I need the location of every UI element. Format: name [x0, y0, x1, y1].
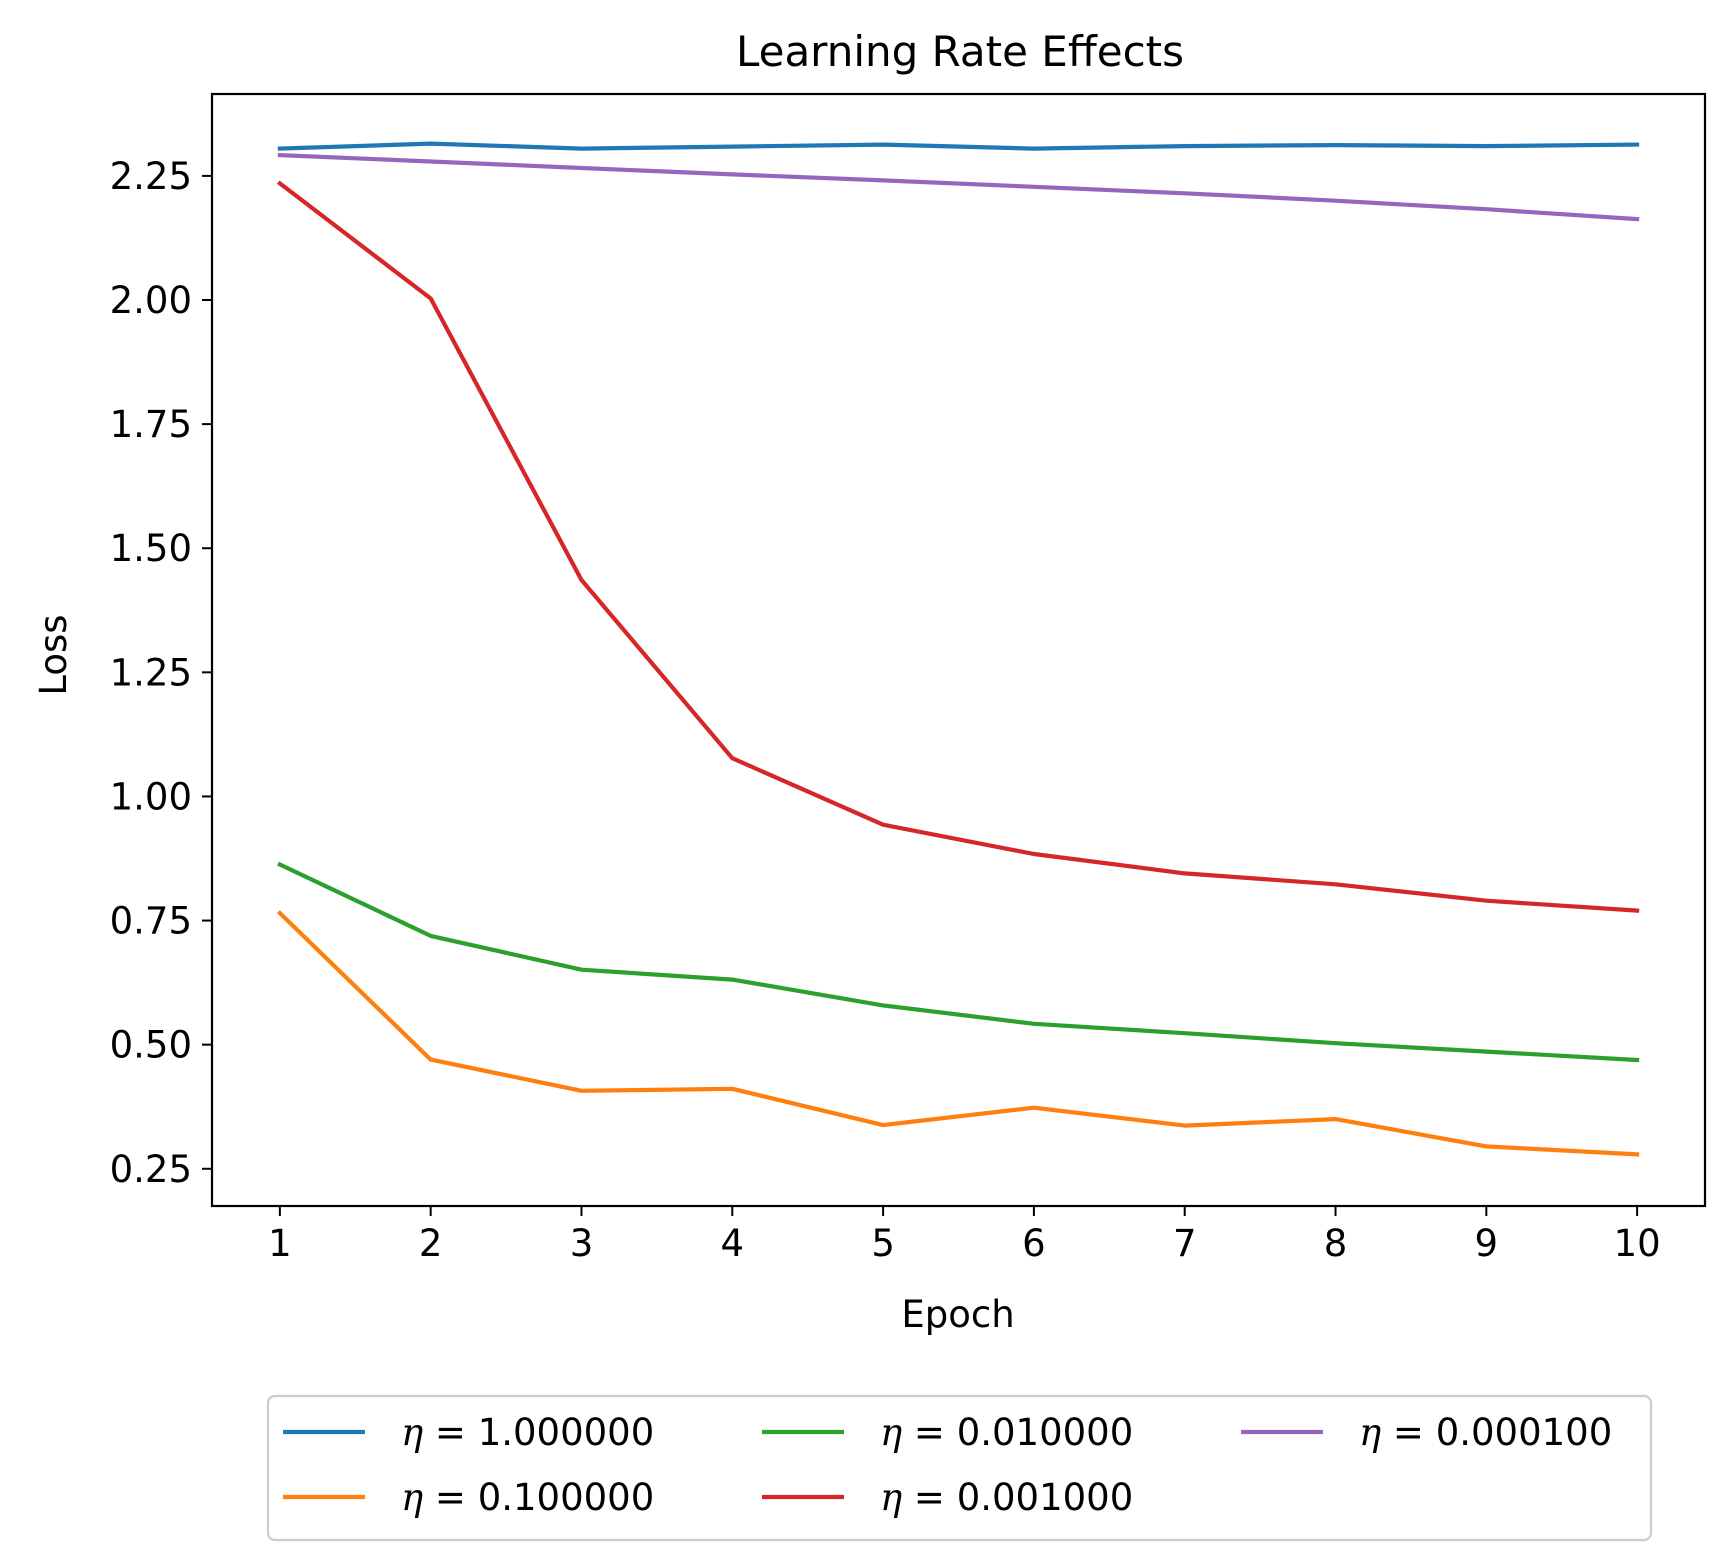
x-tick-label: 5 [871, 1222, 895, 1265]
legend-item-4: η = 0.001000 [762, 1476, 1133, 1519]
x-tick-label: 7 [1173, 1222, 1197, 1265]
legend-eta-value: = 0.010000 [902, 1411, 1133, 1454]
x-tick-label: 2 [419, 1222, 443, 1265]
legend-label: η = 0.001000 [880, 1476, 1133, 1519]
y-tick-label: 1.50 [110, 527, 192, 570]
x-tick-label: 4 [721, 1222, 745, 1265]
legend-label: η = 1.000000 [401, 1411, 654, 1454]
x-axis-label: Epoch [901, 1293, 1014, 1336]
y-tick-label: 2.00 [110, 279, 192, 322]
series-line-3 [277, 861, 1640, 1063]
y-tick-label: 1.25 [110, 651, 192, 694]
legend-label: η = 0.100000 [401, 1476, 654, 1519]
y-tick-label: 0.50 [110, 1024, 192, 1067]
legend-label: η = 0.010000 [880, 1411, 1133, 1454]
series-line-2 [276, 910, 1640, 1157]
x-tick-label: 6 [1022, 1222, 1046, 1265]
y-tick-label: 0.25 [110, 1148, 192, 1191]
legend-eta-value: = 0.100000 [423, 1476, 654, 1519]
legend-eta-symbol: η [401, 1476, 423, 1519]
legend-eta-value: = 0.001000 [902, 1476, 1133, 1519]
x-tick-label: 1 [268, 1222, 292, 1265]
legend-eta-symbol: η [401, 1411, 423, 1454]
legend-eta-symbol: η [880, 1476, 902, 1519]
legend-eta-value: = 0.000100 [1381, 1411, 1612, 1454]
x-tick-label: 3 [570, 1222, 594, 1265]
x-tick-label: 8 [1324, 1222, 1348, 1265]
x-axis: 1 2 3 4 5 6 7 8 9 10 [268, 1206, 1661, 1265]
y-tick-label: 1.00 [110, 775, 192, 818]
legend-item-3: η = 0.010000 [762, 1411, 1133, 1454]
plot-area [276, 141, 1640, 1157]
y-tick-label: 2.25 [110, 155, 192, 198]
x-tick-label: 9 [1475, 1222, 1499, 1265]
legend-eta-value: = 1.000000 [423, 1411, 654, 1454]
y-axis-label: Loss [32, 614, 75, 695]
y-axis: 0.25 0.50 0.75 1.00 1.25 1.50 1.75 2.00 2.25 [110, 155, 212, 1191]
y-tick-label: 1.75 [110, 403, 192, 446]
series-line-1 [277, 141, 1640, 151]
series-line-5 [277, 152, 1640, 222]
y-tick-label: 0.75 [110, 900, 192, 943]
legend-eta-symbol: η [1359, 1411, 1381, 1454]
legend-eta-symbol: η [880, 1411, 902, 1454]
legend-label: η = 0.000100 [1359, 1411, 1612, 1454]
x-tick-label: 10 [1614, 1222, 1661, 1265]
legend-item-1: η = 1.000000 [283, 1411, 654, 1454]
plot-frame [210, 92, 1707, 1208]
chart-title: Learning Rate Effects [736, 27, 1184, 76]
legend-item-5: η = 0.000100 [1241, 1411, 1612, 1454]
series-line-4 [276, 180, 1640, 913]
legend-item-2: η = 0.100000 [283, 1476, 654, 1519]
